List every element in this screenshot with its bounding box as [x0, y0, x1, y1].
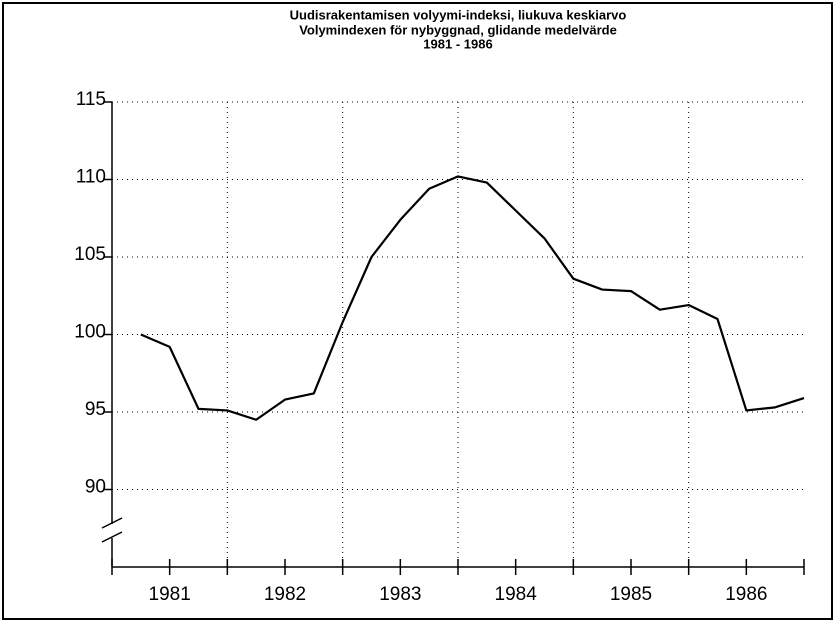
x-tick-label: 1983 [379, 584, 421, 605]
x-tick-label: 1985 [610, 584, 652, 605]
y-tick-label: 95 [85, 399, 106, 420]
title-line: Volymindexen för nybyggnad, glidande med… [299, 22, 617, 37]
title-line: Uudisrakentamisen volyymi-indeksi, liuku… [290, 7, 627, 22]
y-tick-label: 100 [74, 322, 106, 343]
y-tick-label: 110 [76, 167, 106, 188]
y-tick-label: 90 [85, 477, 106, 498]
x-tick-label: 1981 [149, 584, 191, 605]
axis-break [101, 531, 123, 543]
data-line [140, 175, 805, 421]
y-tick-label: 105 [74, 244, 106, 265]
title-line: 1981 - 1986 [423, 36, 492, 51]
x-tick-label: 1984 [495, 584, 538, 605]
axis-break [101, 517, 123, 529]
y-tick-label: 115 [76, 89, 106, 110]
x-tick-label: 1986 [725, 584, 767, 605]
x-tick-label: 1982 [264, 584, 306, 605]
